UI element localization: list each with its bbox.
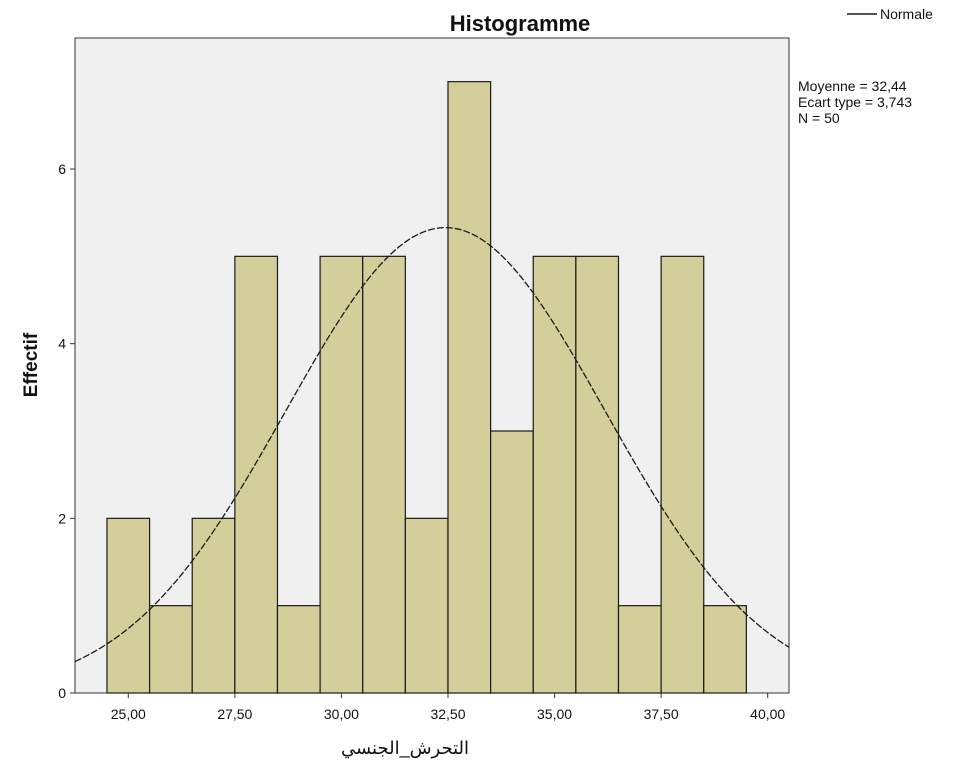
histogram-bar-4 xyxy=(276,605,321,694)
x-tick-label: 32,50 xyxy=(430,706,465,722)
histogram-bar-13 xyxy=(660,255,705,694)
x-axis-label: التحرش_الجنسي xyxy=(341,738,469,759)
y-tick-label: 6 xyxy=(58,161,66,177)
histogram-bar-6 xyxy=(362,255,406,694)
y-axis-label: Effectif xyxy=(21,332,42,397)
x-tick-label: 40,00 xyxy=(750,706,785,722)
y-tick-label: 4 xyxy=(58,336,66,352)
histogram-bar-9 xyxy=(490,430,534,694)
x-tick-label: 25,00 xyxy=(111,706,146,722)
x-tick-label: 37,50 xyxy=(644,706,679,722)
histogram-bar-10 xyxy=(532,255,577,694)
stats-box: Moyenne = 32,44 Ecart type = 3,743 N = 5… xyxy=(798,78,912,126)
histogram-bar-14 xyxy=(703,605,747,694)
y-axis-ticks: 0 2 4 6 xyxy=(58,161,75,701)
stat-mean: Moyenne = 32,44 xyxy=(798,78,907,94)
histogram-bars xyxy=(106,81,747,694)
chart-title: Histogramme xyxy=(450,11,591,36)
histogram-bar-1 xyxy=(148,605,193,694)
histogram-bar-7 xyxy=(404,517,449,694)
histogram-bar-11 xyxy=(575,255,620,694)
stat-n: N = 50 xyxy=(798,110,840,126)
x-tick-label: 27,50 xyxy=(217,706,252,722)
legend-label-normal: Normale xyxy=(880,6,933,22)
legend: Normale xyxy=(847,6,933,22)
histogram-bar-5 xyxy=(319,255,364,694)
stat-sd: Ecart type = 3,743 xyxy=(798,94,912,110)
histogram-bar-3 xyxy=(234,255,279,694)
histogram-bar-12 xyxy=(617,605,662,694)
histogram-bar-8 xyxy=(447,81,492,694)
normal-curve xyxy=(74,226,790,663)
x-tick-label: 35,00 xyxy=(537,706,572,722)
x-axis-ticks: 25,00 27,50 30,00 32,50 35,00 37,50 40,00 xyxy=(111,693,785,722)
histogram-bar-2 xyxy=(191,517,236,694)
y-tick-label: 2 xyxy=(58,510,66,526)
y-tick-label: 0 xyxy=(58,685,66,701)
histogram-bar-0 xyxy=(106,517,151,694)
x-tick-label: 30,00 xyxy=(324,706,359,722)
